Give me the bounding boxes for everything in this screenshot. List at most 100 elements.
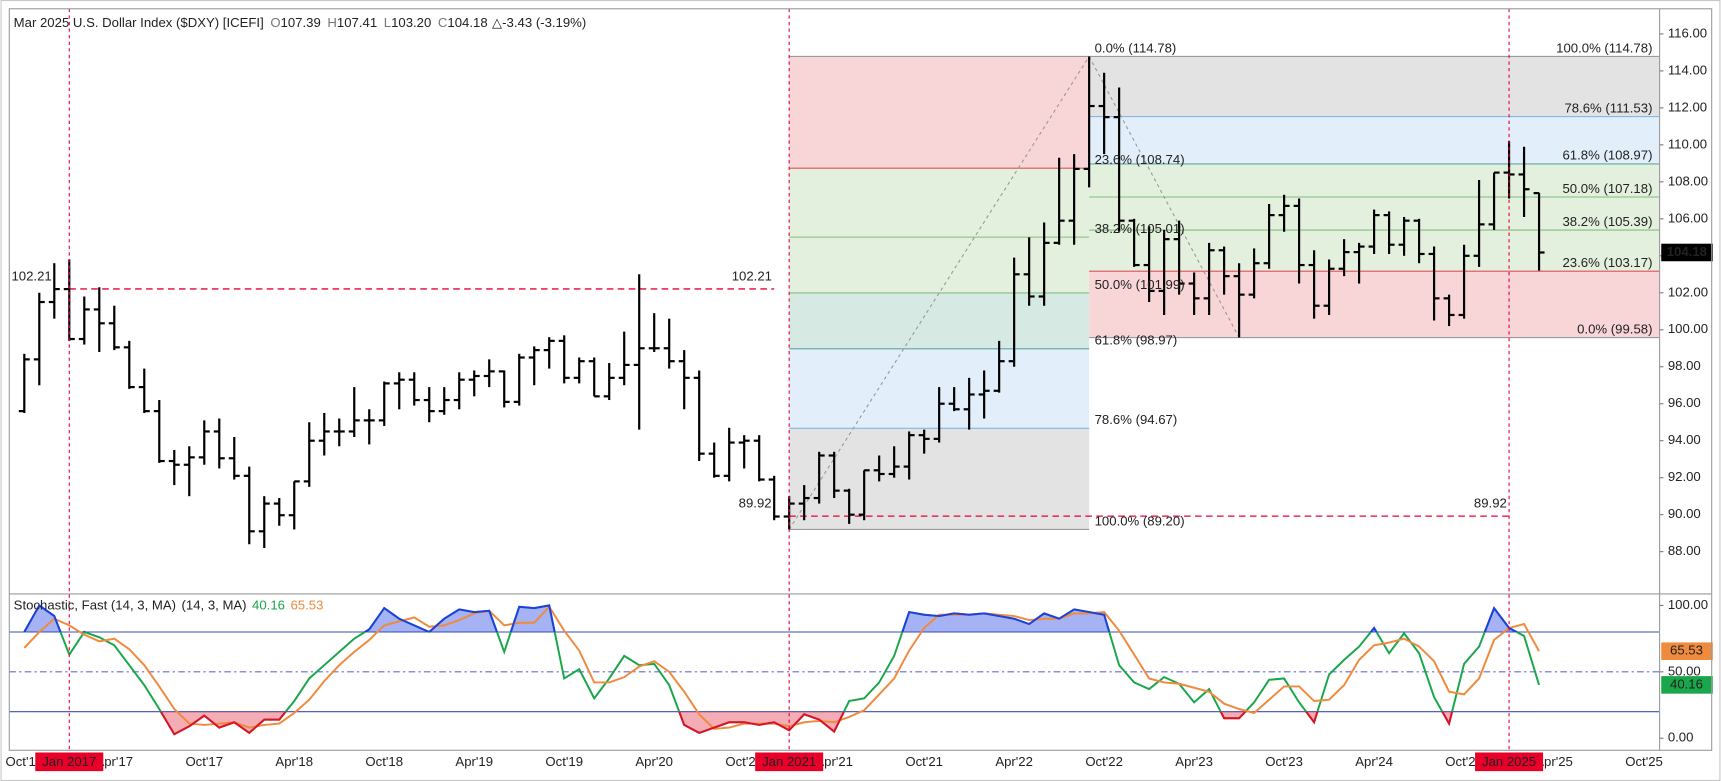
chart-header: Mar 2025 U.S. Dollar Index ($DXY) [ICEFI… — [14, 16, 587, 31]
labels-layer: Mar 2025 U.S. Dollar Index ($DXY) [ICEFI… — [5, 8, 1713, 772]
fib-band — [789, 168, 1090, 238]
indicator-name: Stochastic, Fast (14, 3, MA) — [14, 598, 176, 613]
y-tick-label: 100.00 — [1668, 597, 1708, 612]
x-tick-label: Apr'25 — [1535, 754, 1573, 769]
last-value-tag — [1661, 676, 1713, 694]
x-tick-label: Oct'20 — [725, 754, 763, 769]
fib-band — [789, 292, 1090, 349]
x-tick-label: Apr'21 — [815, 754, 853, 769]
fib-band — [789, 428, 1090, 530]
y-tick-label: 108.00 — [1668, 173, 1708, 188]
reference-label: 89.92 — [1474, 496, 1507, 511]
ohlc-key: O — [270, 16, 280, 31]
last-value-label: 65.53 — [1670, 643, 1703, 658]
reference-label: 102.21 — [11, 268, 51, 283]
fib-band — [789, 237, 1090, 293]
ohlc-value: 107.39 — [281, 16, 321, 31]
x-tick-label: Apr'23 — [1175, 754, 1213, 769]
date-marker-label: Jan 2021 — [762, 754, 816, 769]
fib-label: 78.6% (94.67) — [1095, 412, 1178, 427]
y-tick-label: 94.00 — [1668, 432, 1701, 447]
y-tick-label: 50.00 — [1668, 663, 1701, 678]
x-tick-label: Oct'24 — [1445, 754, 1483, 769]
reference-label: 89.92 — [739, 496, 772, 511]
fib-band — [1089, 163, 1660, 198]
y-tick-label: 88.00 — [1668, 543, 1701, 558]
y-tick-label: 96.00 — [1668, 395, 1701, 410]
fib-label: 0.0% (114.78) — [1095, 40, 1177, 55]
oversold-fill — [24, 711, 1540, 735]
y-tick-label: 110.00 — [1668, 136, 1707, 151]
ohlc-value: 107.41 — [337, 16, 377, 31]
last-price-tag — [1661, 243, 1713, 262]
x-tick-label: Apr'22 — [995, 754, 1033, 769]
fib-label: 0.0% (99.58) — [1577, 321, 1652, 336]
fib-label: 50.0% (107.18) — [1563, 181, 1653, 196]
date-marker-label: Jan 2017 — [42, 754, 96, 769]
last-value-label: 40.16 — [1670, 676, 1703, 691]
ohlc-value: 103.20 — [391, 16, 431, 31]
x-tick-label: Oct'19 — [545, 754, 583, 769]
date-marker-label: Jan 2025 — [1482, 754, 1536, 769]
fib-band — [1089, 56, 1660, 117]
y-tick-label: 90.00 — [1668, 506, 1701, 521]
fib-label: 50.0% (101.99) — [1095, 277, 1185, 292]
indicator-value: 40.16 — [252, 598, 285, 613]
y-tick-label: 116.00 — [1668, 25, 1707, 40]
change: △-3.43 (-3.19%) — [492, 16, 586, 31]
fib-band — [1089, 271, 1660, 338]
fib-label: 38.2% (105.39) — [1563, 214, 1653, 229]
fib-label: 38.2% (105.01) — [1095, 221, 1185, 236]
x-tick-label: Apr'19 — [455, 754, 493, 769]
overbought-fill — [24, 605, 1540, 632]
date-marker-box — [755, 752, 824, 772]
y-tick-label: 98.00 — [1668, 358, 1701, 373]
fib-label: 23.6% (108.74) — [1095, 152, 1185, 167]
fib-band — [789, 56, 1090, 169]
stochastic-line — [23, 605, 1540, 730]
fib-label: 61.8% (108.97) — [1563, 148, 1653, 163]
fib-label: 100.0% (89.20) — [1095, 513, 1185, 528]
x-tick-label: Oct'16 — [5, 754, 43, 769]
chart-title: Mar 2025 U.S. Dollar Index ($DXY) [ICEFI… — [14, 16, 264, 31]
y-tick-label: 106.00 — [1668, 210, 1708, 225]
x-tick-label: Oct'21 — [905, 754, 943, 769]
panel-border — [8, 8, 1713, 751]
x-tick-label: Apr'18 — [275, 754, 313, 769]
y-tick-label: 92.00 — [1668, 469, 1701, 484]
y-tick-label: 100.00 — [1668, 321, 1708, 336]
marks-layer — [9, 55, 1660, 736]
y-tick-label: 102.00 — [1668, 284, 1708, 299]
x-tick-label: Oct'23 — [1265, 754, 1303, 769]
ohlc-key: C — [438, 16, 448, 31]
last-value-tag — [1661, 642, 1713, 660]
fib-trend-line — [788, 56, 1090, 530]
ohlc-value: 104.18 — [447, 16, 487, 31]
x-tick-label: Oct'18 — [365, 754, 403, 769]
fib-label: 100.0% (114.78) — [1556, 40, 1652, 55]
x-tick-label: Oct'17 — [185, 754, 223, 769]
x-tick-label: Oct'25 — [1625, 754, 1663, 769]
x-tick-label: Apr'24 — [1355, 754, 1393, 769]
y-tick-label: 0.00 — [1668, 730, 1694, 745]
x-tick-label: Oct'22 — [1085, 754, 1123, 769]
date-marker-box — [1475, 752, 1544, 772]
fib-trend-line — [1088, 56, 1240, 338]
fib-band — [1089, 116, 1660, 164]
ohlc-key: L — [384, 16, 391, 31]
background-layer — [789, 56, 1660, 530]
y-tick-label: 114.00 — [1668, 62, 1707, 77]
x-tick-label: Apr'17 — [95, 754, 133, 769]
date-marker-box — [35, 752, 104, 772]
ohlc-key: H — [327, 16, 337, 31]
indicator-title: Stochastic, Fast (14, 3, MA) (14, 3, MA) 4… — [14, 598, 324, 613]
indicator-value: 65.53 — [290, 598, 323, 613]
last-price-label: 104.18 — [1667, 244, 1707, 259]
oversold-line — [159, 711, 1454, 736]
fib-label: 23.6% (103.17) — [1563, 255, 1653, 270]
fib-label: 78.6% (111.53) — [1564, 100, 1652, 115]
reference-label: 102.21 — [732, 268, 772, 283]
indicator-params: (14, 3, MA) — [181, 598, 246, 613]
